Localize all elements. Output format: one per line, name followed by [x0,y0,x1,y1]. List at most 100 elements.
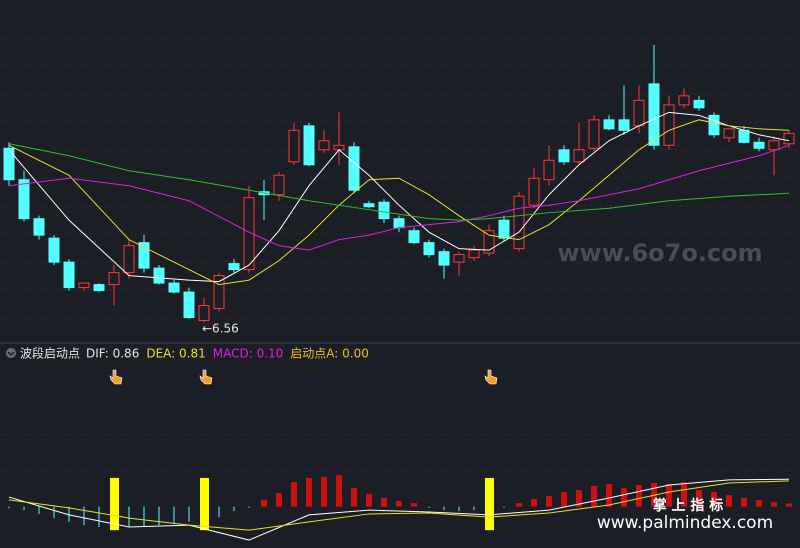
macd-bar [591,485,597,507]
candle-body [768,140,780,151]
candle-body [543,159,555,181]
macd-bar [786,503,792,507]
macd-bar [696,490,702,507]
signal-bar [200,477,209,531]
plot: ←6.56 [3,44,795,541]
macd-bar [411,503,417,507]
signal-hand [109,369,123,385]
candle-body [663,104,675,146]
readout: DEA: 0.81 [146,347,205,361]
candle-body [363,203,375,208]
line [8,478,790,541]
indicator-name: 波段启动点 [20,346,80,361]
candle-body [3,147,15,181]
macd-bar [261,499,267,507]
line [8,480,790,531]
macd-bar [276,492,282,507]
candle-body [693,99,705,109]
macd-bar [681,482,687,507]
line [8,119,790,286]
candle-body [378,201,390,220]
candle-body [183,291,195,319]
macd-bar [771,502,777,507]
signal-hand [484,369,498,385]
candle-body [168,282,180,293]
signal-hand [199,369,213,385]
candle-body [408,230,420,244]
macd-bar [396,500,402,507]
macd-bar [756,499,762,507]
signal-bar [485,477,494,531]
macd-bar [711,491,717,507]
candle-body [453,254,465,263]
candle-body [273,174,285,196]
line [8,144,790,251]
candle-body [63,261,75,289]
watermark: 掌 上 指 标 [653,497,724,514]
candle-body [303,125,315,166]
candle-body [513,195,525,250]
candle-body [393,218,405,229]
macd-bar [636,484,642,507]
candle-body [738,129,750,143]
macd-bar [531,498,537,507]
line [8,111,790,283]
candle-body [633,99,645,127]
candle-body [783,132,795,145]
macd-bar [381,498,387,507]
macd-bar [741,498,747,507]
candle-body [288,129,300,163]
annotation: ←6.56 [202,322,239,336]
candle-body [108,272,120,286]
indicator-icon-arrow [7,351,15,357]
macd-bar [726,495,732,507]
candle-body [753,141,765,149]
candle-body [423,242,435,256]
candle-body [198,305,210,322]
candle-body [153,267,165,284]
macd-bar [561,491,567,507]
candle-body [18,179,30,220]
candle-body [573,149,585,163]
candle-body [618,119,630,131]
candle-body [723,128,735,139]
macd-bar [516,503,522,507]
candle-body [588,119,600,149]
candle-body [138,242,150,269]
candle-body [438,251,450,266]
candle-body [333,144,345,151]
candle-body [648,83,660,146]
macd-bar [351,488,357,507]
candle-body [243,197,255,271]
watermark: www.6o7o.com [557,239,762,267]
indicator-icon [6,348,16,358]
candle-body [708,114,720,136]
candle-body [678,95,690,106]
readout: 启动点A: 0.00 [290,347,369,361]
candle-body [468,249,480,259]
candle-body [498,219,510,239]
macd-bar [366,493,372,507]
macd-bar [606,484,612,507]
candle-body [558,149,570,163]
candle-body [48,237,60,263]
candle-body [483,230,495,254]
signal-bar [110,477,119,531]
macd-bar [546,496,552,507]
macd-bar [291,482,297,507]
macd-bar [621,488,627,507]
candle-body [123,245,135,274]
readout: DIF: 0.86 [86,347,139,361]
readout: MACD: 0.10 [213,347,284,361]
watermark: www.palmindex.com [597,513,773,533]
macd-bar [576,490,582,507]
candle-body [93,284,105,292]
macd-bar [666,484,672,507]
candle-body [213,275,225,310]
candle-body [78,282,90,289]
readouts: DIF: 0.86 DEA: 0.81 MACD: 0.10 启动点A: 0.00 [86,347,369,361]
macd-bar [336,475,342,507]
